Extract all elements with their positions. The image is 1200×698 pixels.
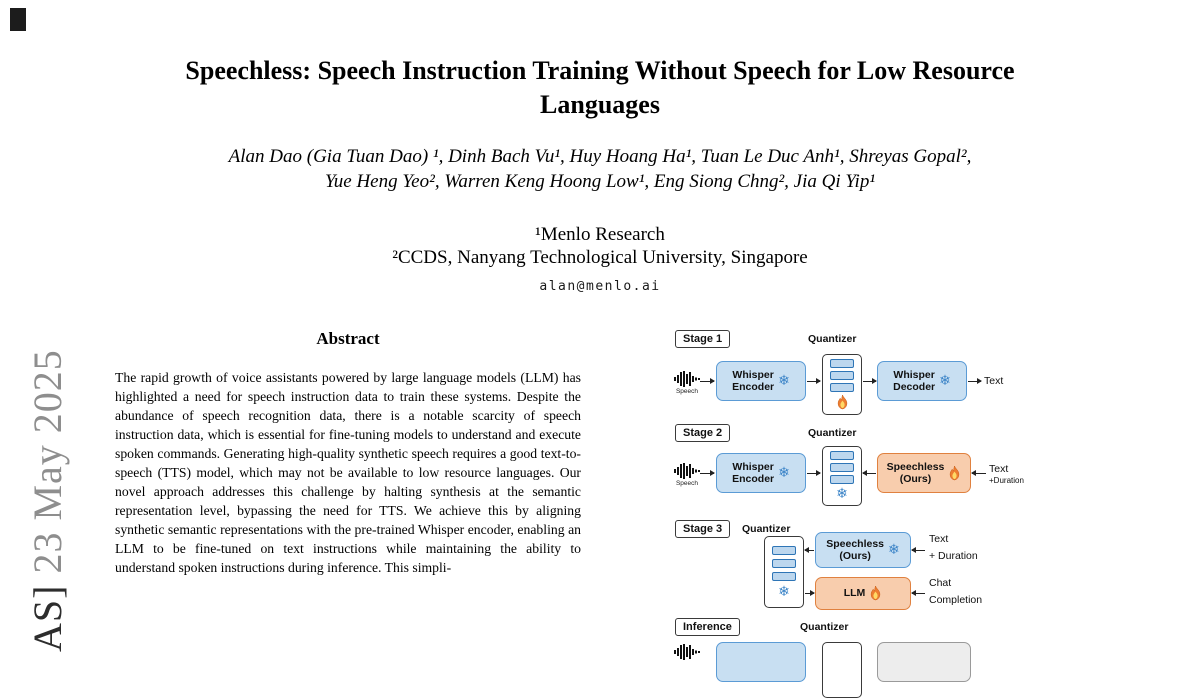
speech-waveform-icon	[674, 371, 700, 387]
quantizer-token	[830, 463, 854, 472]
speech-label: Speech	[675, 388, 699, 395]
arrow-left	[971, 469, 986, 476]
speech-label: Speech	[675, 480, 699, 487]
speechless-box: Speechless (Ours)	[877, 453, 971, 493]
stage3-tag: Stage 3	[675, 520, 731, 538]
quantizer-box: ❄	[764, 536, 804, 608]
quantizer-token	[772, 545, 796, 555]
quantizer-box: ❄	[822, 446, 862, 506]
speechless-box: Speechless (Ours) ❄	[815, 532, 911, 568]
stage1-quantizer-title: Quantizer	[808, 333, 857, 345]
stage3-chat-completion-label: Chat Completion	[929, 577, 983, 606]
snowflake-icon: ❄	[836, 486, 848, 502]
quantizer-token	[830, 475, 854, 484]
flame-icon	[837, 395, 847, 410]
stage3-text-duration-label: Text + Duration	[929, 533, 978, 562]
inference-model-box	[877, 642, 971, 682]
stage3-quantizer-title: Quantizer	[742, 523, 791, 535]
snowflake-icon: ❄	[778, 583, 790, 600]
snowflake-icon: ❄	[778, 373, 790, 389]
stage1-tag: Stage 1	[675, 330, 731, 348]
snowflake-icon: ❄	[778, 465, 790, 481]
inference-speech-input	[672, 644, 702, 660]
arrow-right	[807, 377, 821, 384]
quantizer-box	[822, 354, 862, 415]
arxiv-category-text: AS]	[25, 584, 70, 652]
arrow-right	[700, 469, 715, 476]
quantizer-token	[830, 383, 854, 392]
snowflake-icon: ❄	[888, 542, 900, 558]
arrow-right	[968, 377, 982, 384]
quantizer-box	[822, 642, 862, 698]
quantizer-token	[830, 359, 854, 368]
arrow-right	[805, 589, 815, 596]
quantizer-token	[772, 558, 796, 568]
paper-page: AS] 23 May 2025 Speechless: Speech Instr…	[10, 8, 1024, 698]
whisper-encoder-box: Whisper Encoder ❄	[716, 453, 806, 493]
arrow-left	[911, 589, 925, 596]
arrow-right	[863, 377, 877, 384]
arrow-right	[700, 377, 715, 384]
abstract-text: The rapid growth of voice assistants pow…	[115, 370, 581, 576]
flame-icon	[871, 586, 881, 601]
quantizer-token	[830, 371, 854, 380]
affiliations: ¹Menlo Research ²CCDS, Nanyang Technolog…	[392, 224, 808, 269]
snowflake-icon: ❄	[939, 373, 951, 389]
inference-tag: Inference	[675, 618, 740, 636]
abstract-section: Abstract The rapid growth of voice assis…	[115, 329, 581, 578]
paper-title: Speechless: Speech Instruction Training …	[185, 56, 1015, 120]
stage2-output-label: Text +Duration	[989, 463, 1024, 486]
arrow-left	[804, 546, 814, 553]
speech-waveform-icon	[674, 463, 700, 479]
stage2-tag: Stage 2	[675, 424, 731, 442]
author-list: Alan Dao (Gia Tuan Dao) ¹, Dinh Bach Vu¹…	[228, 146, 972, 193]
speech-waveform-icon	[674, 644, 700, 660]
stage2-quantizer-title: Quantizer	[808, 427, 857, 439]
stage2-speech-input: Speech	[672, 463, 702, 487]
arrow-left	[911, 546, 925, 553]
abstract-heading: Abstract	[316, 329, 380, 348]
arxiv-date-text: 23 May 2025	[25, 349, 70, 585]
arxiv-watermark: AS] 23 May 2025	[24, 349, 71, 652]
arrow-left	[862, 469, 876, 476]
contact-email: alan@menlo.ai	[539, 279, 661, 294]
arrow-right	[807, 469, 821, 476]
stage1-speech-input: Speech	[672, 371, 702, 395]
whisper-decoder-box: Whisper Decoder ❄	[877, 361, 967, 401]
figure-1-diagram: Stage 1 Quantizer Speech Whisper Encoder…	[672, 328, 1084, 698]
quantizer-token	[772, 571, 796, 581]
page-corner-mark	[10, 8, 26, 31]
llm-box: LLM	[815, 577, 911, 610]
stage1-output-label: Text	[984, 375, 1004, 387]
whisper-encoder-box	[716, 642, 806, 682]
flame-icon	[950, 465, 960, 480]
quantizer-token	[830, 451, 854, 460]
whisper-encoder-box: Whisper Encoder ❄	[716, 361, 806, 401]
inference-quantizer-title: Quantizer	[800, 621, 849, 633]
